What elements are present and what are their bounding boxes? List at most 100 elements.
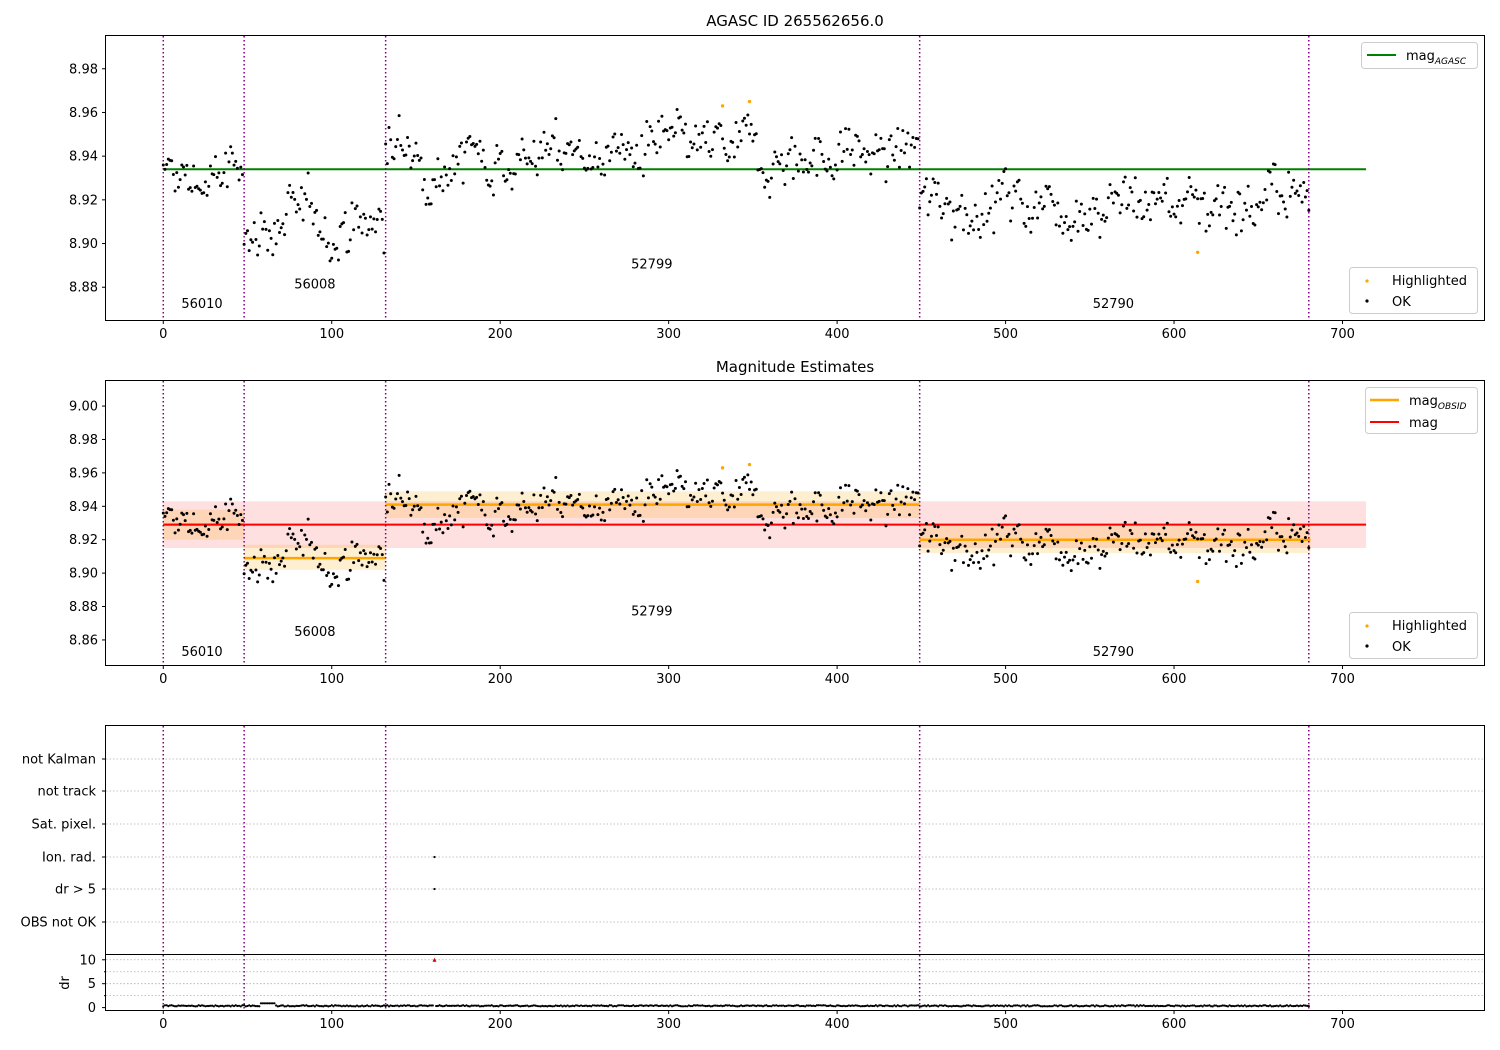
flag-row-label: dr > 5	[55, 883, 96, 898]
data-point-ok	[195, 184, 199, 188]
dr-point	[1073, 1004, 1076, 1007]
data-point-ok	[416, 504, 420, 508]
data-point-ok	[978, 235, 982, 239]
data-point-ok	[737, 485, 741, 489]
obsid-label: 56010	[181, 297, 222, 312]
data-point-ok	[256, 580, 260, 584]
dr-point	[1081, 1005, 1085, 1008]
data-point-ok	[774, 505, 778, 509]
data-point-ok	[820, 503, 824, 507]
data-point-ok	[242, 572, 246, 576]
dr-point	[1129, 1004, 1132, 1007]
flag-row-label: not Kalman	[22, 753, 96, 768]
data-point-ok	[313, 210, 317, 214]
dr-point	[1056, 1005, 1059, 1008]
dr-point	[925, 1005, 928, 1008]
x-tick-label: 0	[159, 672, 167, 687]
dr-point	[1206, 1004, 1209, 1007]
dr-point	[761, 1005, 765, 1008]
data-point-ok	[830, 174, 834, 178]
data-point-ok	[933, 181, 937, 185]
dr-point	[1260, 1004, 1263, 1008]
data-point-ok	[316, 565, 320, 569]
data-point-ok	[525, 510, 529, 514]
data-point-ok	[886, 512, 890, 516]
data-point-ok	[480, 159, 484, 163]
data-point-ok	[1177, 538, 1181, 542]
data-point-ok	[943, 202, 947, 206]
data-point-ok	[1258, 200, 1262, 204]
data-point-ok	[712, 486, 716, 490]
data-point-ok	[608, 159, 612, 163]
dr-point	[583, 1004, 586, 1007]
data-point-ok	[257, 573, 261, 577]
dr-point	[536, 1004, 539, 1008]
data-point-ok	[803, 158, 807, 162]
data-point-ok	[763, 185, 767, 189]
data-point-ok	[695, 500, 699, 504]
dr-point	[478, 1005, 482, 1008]
data-point-ok	[793, 497, 797, 501]
data-point-ok	[658, 497, 662, 501]
data-point-ok	[1282, 539, 1286, 543]
dr-point	[962, 1004, 965, 1007]
data-point-ok	[852, 511, 856, 515]
dr-point	[1199, 1004, 1203, 1007]
data-point-ok	[353, 544, 357, 548]
data-point-ok	[916, 491, 920, 495]
data-point-ok	[921, 189, 925, 193]
dr-point	[702, 1004, 706, 1007]
data-point-ok	[239, 513, 243, 517]
data-point-ok	[384, 495, 388, 499]
data-point-ok	[786, 152, 790, 156]
data-point-ok	[185, 511, 189, 515]
data-point-ok	[899, 148, 903, 152]
data-point-ok	[205, 193, 209, 197]
dr-point	[359, 1005, 362, 1008]
dr-point	[731, 1004, 734, 1007]
y-tick-label: 8.88	[69, 600, 98, 615]
data-point-ok	[311, 222, 315, 226]
dr-point	[325, 1004, 328, 1007]
dr-point	[1107, 1005, 1110, 1008]
data-point-ok	[1078, 547, 1082, 551]
dr-point	[1103, 1004, 1107, 1007]
data-point-ok	[539, 493, 543, 497]
data-point-ok	[1093, 207, 1097, 211]
dr-point	[167, 1005, 170, 1008]
data-point-ok	[510, 187, 514, 191]
data-point-ok	[213, 155, 217, 159]
data-point-ok	[860, 152, 864, 156]
data-point-ok	[357, 559, 361, 563]
x-tick-label: 600	[1162, 672, 1187, 687]
data-point-ok	[508, 517, 512, 521]
dr-point	[869, 1004, 872, 1007]
dr-point	[591, 1004, 594, 1007]
data-point-ok	[842, 501, 846, 505]
data-point-ok	[692, 142, 696, 146]
dr-point	[453, 1004, 456, 1007]
data-point-ok	[699, 498, 703, 502]
data-point-ok	[1243, 540, 1247, 544]
data-point-ok	[438, 527, 442, 531]
data-point-ok	[446, 183, 450, 187]
data-point-ok	[1218, 213, 1222, 217]
dr-point	[418, 1004, 421, 1007]
data-point-ok	[1250, 205, 1254, 209]
data-point-ok	[338, 558, 342, 562]
data-point-ok	[1154, 202, 1158, 206]
data-point-ok	[1255, 203, 1259, 207]
y-tick-label: 8.92	[69, 533, 98, 548]
data-point-ok	[475, 142, 479, 146]
dr-point	[692, 1004, 696, 1007]
legend-mag-agasc: magAGASC	[1361, 42, 1478, 69]
data-point-ok	[1288, 535, 1292, 539]
data-point-ok	[1263, 530, 1267, 534]
data-point-ok	[832, 522, 836, 526]
data-point-ok	[1041, 207, 1045, 211]
data-point-ok	[274, 242, 278, 246]
data-point-ok	[909, 496, 913, 500]
dr-point	[1112, 1005, 1115, 1008]
data-point-ok	[1032, 206, 1036, 210]
dr-point	[738, 1005, 741, 1008]
